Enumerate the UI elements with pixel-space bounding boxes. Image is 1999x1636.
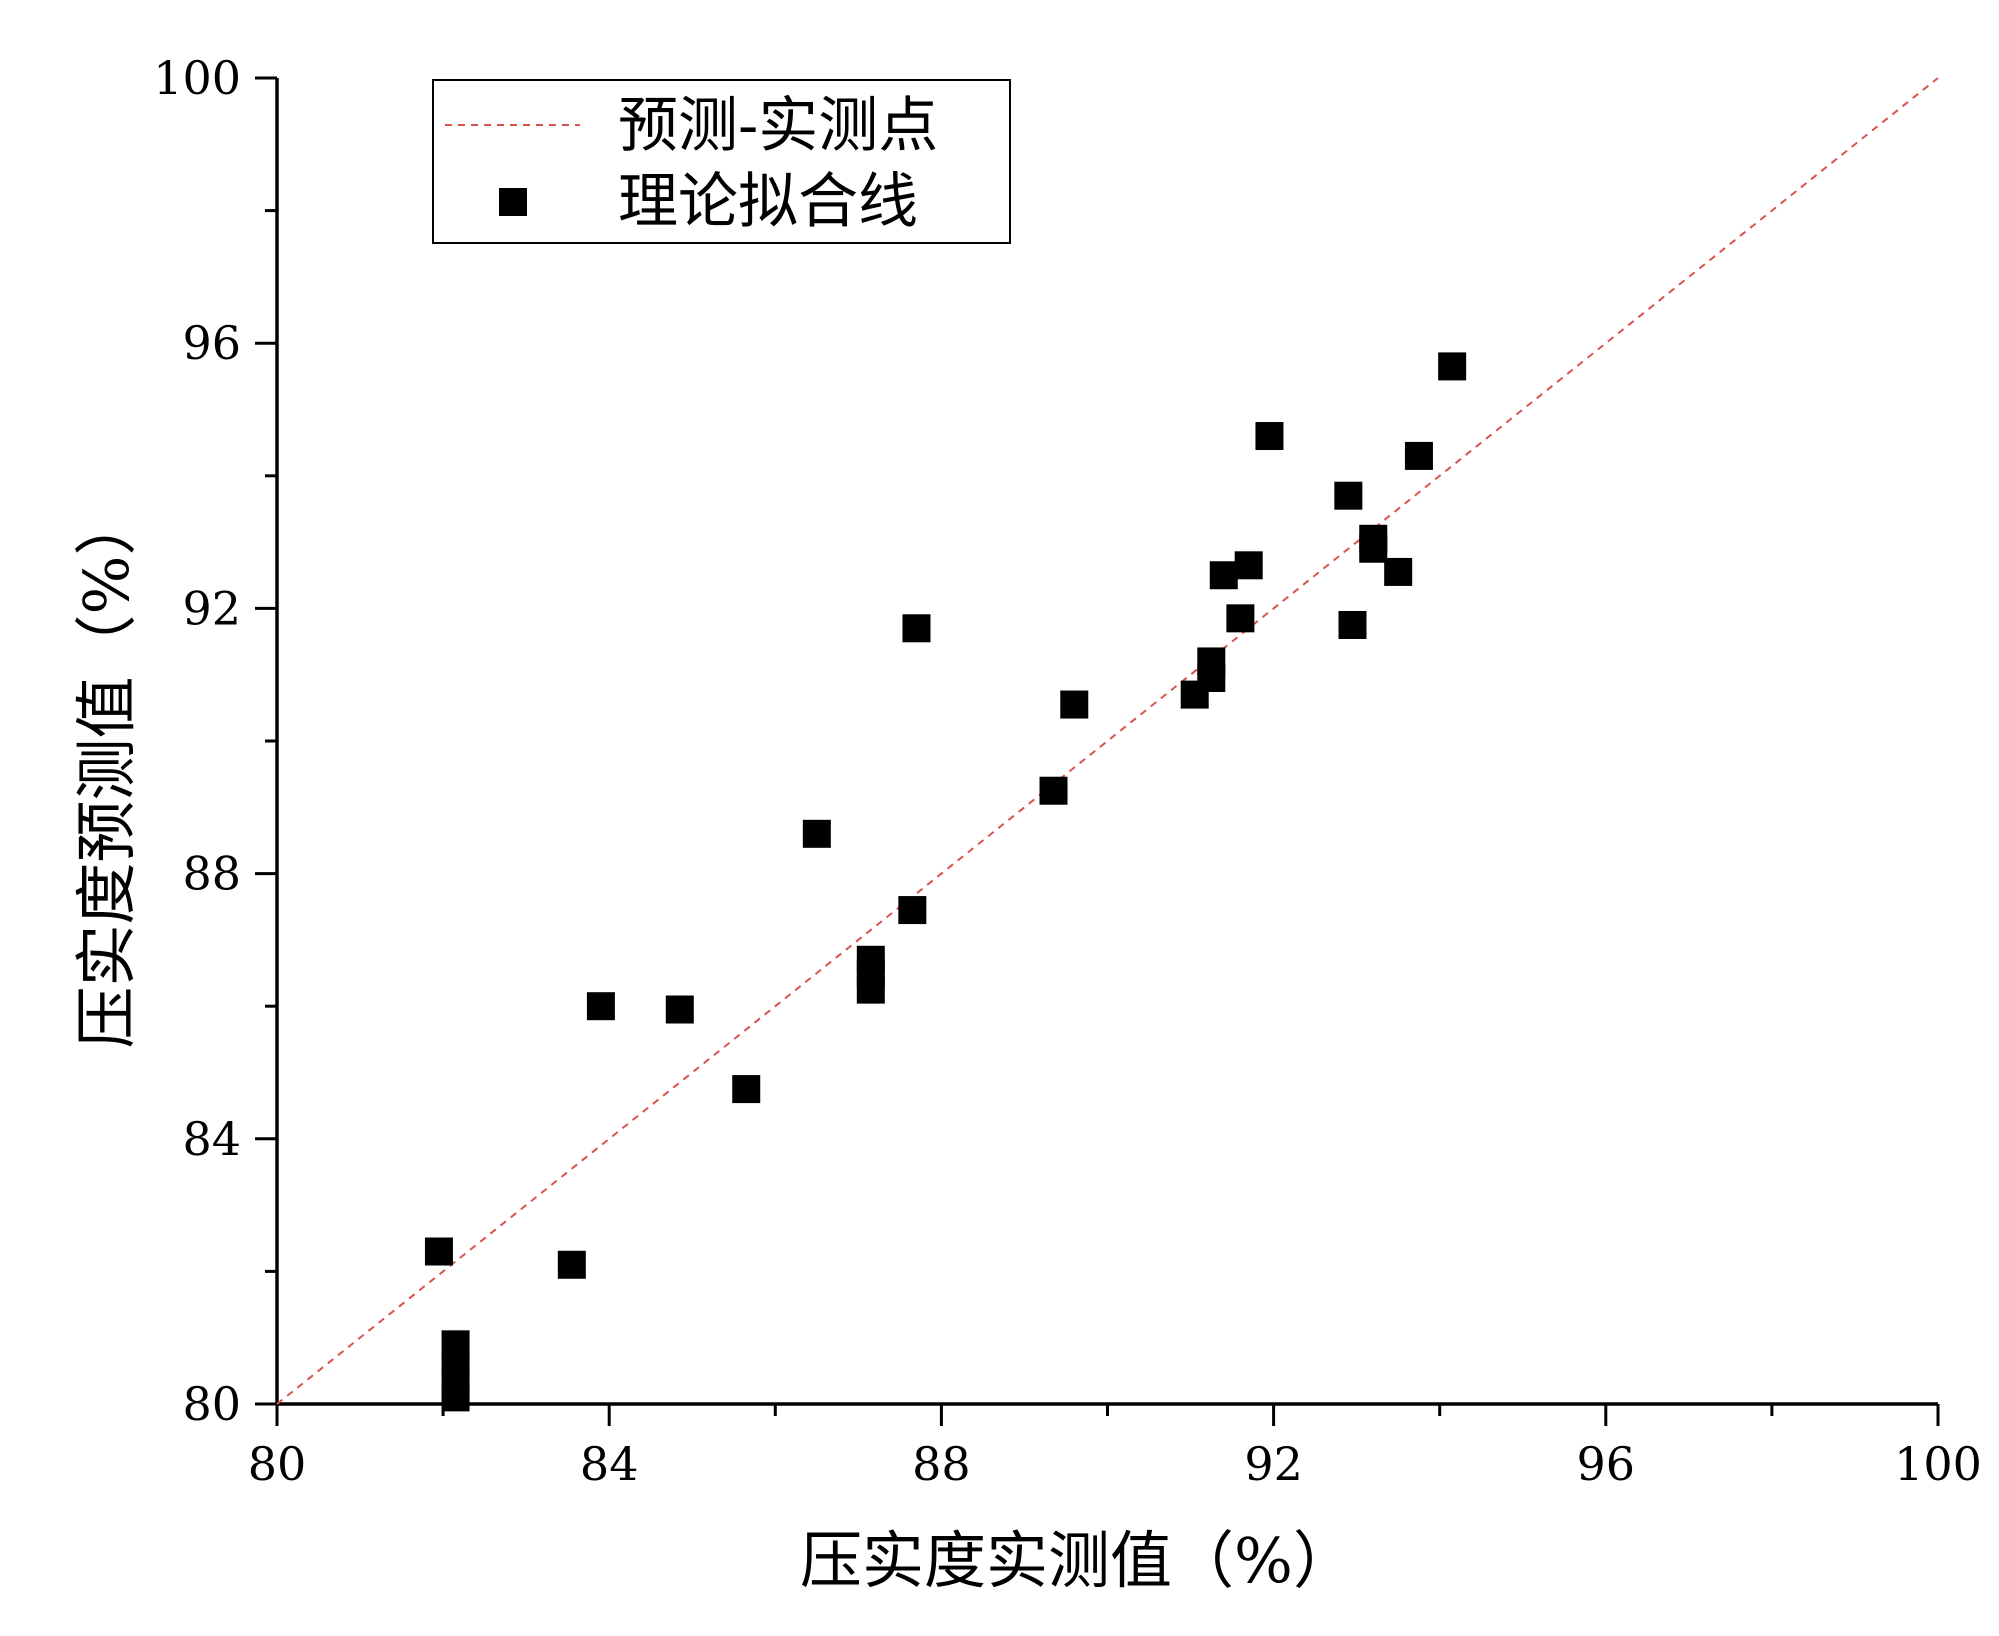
data-point [1438, 352, 1467, 381]
data-point [1039, 776, 1068, 805]
data-point [441, 1383, 470, 1412]
data-point [898, 896, 927, 925]
data-points [424, 352, 1467, 1412]
x-tick-label: 100 [1894, 1437, 1982, 1491]
x-tick-label: 80 [248, 1437, 307, 1491]
y-tick-label: 84 [182, 1112, 241, 1166]
data-point [424, 1237, 453, 1266]
data-point [586, 992, 615, 1021]
data-point [1255, 422, 1284, 451]
fit-line-group [276, 77, 1939, 1405]
x-tick-label: 96 [1577, 1437, 1636, 1491]
x-tick-label: 88 [912, 1437, 971, 1491]
x-ticks: 80 84 88 92 96 100 [248, 1404, 1982, 1491]
legend-box [432, 79, 1011, 244]
y-tick-label: 80 [182, 1377, 241, 1431]
legend-label-predicted-measured: 预测-实测点 [618, 91, 938, 161]
data-point [1359, 534, 1388, 563]
y-tick-label: 88 [182, 847, 241, 901]
data-point [1234, 551, 1263, 580]
legend-label-fit-line: 理论拟合线 [618, 167, 918, 237]
legend: 预测-实测点 理论拟合线 [432, 79, 1011, 244]
fit-line [276, 77, 1939, 1405]
x-axis-title: 压实度实测值（%） [800, 1524, 1355, 1597]
y-tick-label: 100 [153, 51, 241, 105]
y-ticks: 80 84 88 92 96 100 [153, 51, 277, 1431]
y-axis-title: 压实度预测值（%） [70, 494, 143, 1049]
data-point [1334, 481, 1363, 510]
y-tick-label: 92 [182, 581, 241, 635]
data-point [1404, 441, 1433, 470]
data-point [665, 995, 694, 1024]
data-point [1338, 610, 1367, 639]
x-tick-label: 84 [580, 1437, 639, 1491]
data-point [1226, 604, 1255, 633]
data-point [902, 614, 931, 643]
data-point [732, 1075, 761, 1104]
data-point [1197, 647, 1226, 676]
data-point [557, 1250, 586, 1279]
plot-area: 80 84 88 92 96 100 80 84 88 92 96 100 [153, 51, 1982, 1491]
x-tick-label: 92 [1244, 1437, 1303, 1491]
data-point [1209, 561, 1238, 590]
data-point [802, 819, 831, 848]
y-tick-label: 96 [182, 316, 241, 370]
legend-square-marker-swatch [499, 188, 527, 216]
data-point [1060, 690, 1089, 719]
data-point [856, 975, 885, 1004]
data-point [1384, 557, 1413, 586]
